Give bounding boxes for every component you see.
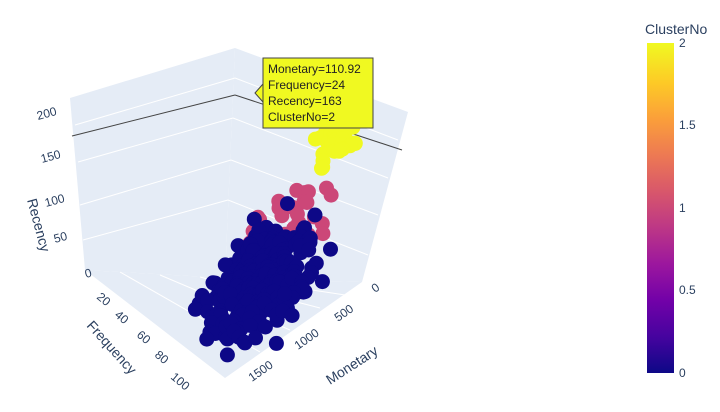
cluster-1-point[interactable] [315,226,331,242]
z-tick-100: 100 [43,191,66,210]
tooltip-clusterno: ClusterNo=2 [268,110,335,124]
colorbar-tick-0: 0 [679,366,686,380]
colorbar: ClusterNo 2 1.5 1 0.5 0 [645,21,707,380]
y-tick-80: 80 [152,348,171,368]
cluster-1-point[interactable] [289,182,305,198]
cluster-0-point[interactable] [323,241,338,257]
y-tick-20: 20 [94,290,113,310]
z-tick-50: 50 [52,229,69,246]
cluster-2-point[interactable] [331,143,347,159]
x-tick-500: 500 [332,301,357,324]
x-tick-1000: 1000 [292,325,322,352]
cluster-0-point[interactable] [257,319,273,335]
cluster-1-point[interactable] [289,206,305,222]
z-tick-200: 200 [35,104,58,123]
cluster-0-point[interactable] [314,274,330,290]
cluster-0-point[interactable] [268,335,284,351]
cluster-0-point[interactable] [277,286,293,302]
pane-left [70,48,235,278]
z-tick-150: 150 [39,147,62,166]
cluster-0-point[interactable] [217,257,233,273]
tooltip-recency: Recency=163 [268,94,342,108]
cluster-0-point[interactable] [200,293,216,308]
x-tick-1500: 1500 [246,357,276,384]
cluster-0-point[interactable] [219,347,235,363]
cluster-2-point[interactable] [314,160,329,176]
cluster-0-point[interactable] [199,331,215,347]
colorbar-tick-1-5: 1.5 [679,118,696,132]
x-tick-0: 0 [369,280,383,295]
cluster-0-point[interactable] [301,242,317,258]
z-tick-0: 0 [83,266,93,281]
z-axis-ticks: 200 150 100 50 0 [35,104,93,281]
y-axis-title: Frequency [84,317,140,377]
cluster-1-point[interactable] [299,195,315,210]
hover-tooltip: Monetary=110.92 Frequency=24 Recency=163… [254,57,374,129]
colorbar-tick-2: 2 [679,36,686,50]
colorbar-tick-0-5: 0.5 [679,283,696,297]
cluster-1-point[interactable] [323,187,339,203]
tooltip-monetary: Monetary=110.92 [268,62,361,76]
cluster-0-point[interactable] [248,330,263,346]
y-tick-100: 100 [168,370,193,394]
y-tick-40: 40 [112,308,131,328]
cluster-0-point[interactable] [280,196,295,212]
colorbar-title: ClusterNo [645,21,707,37]
cluster-0-point[interactable] [284,308,300,323]
colorbar-tick-1: 1 [679,201,686,215]
cluster-0-point[interactable] [187,301,203,317]
tooltip-box [262,57,374,129]
cluster-0-point[interactable] [307,207,323,223]
x-axis-title: Monetary [323,342,381,387]
colorbar-gradient [647,43,674,373]
y-tick-60: 60 [134,328,153,348]
cluster-1-point[interactable] [274,208,290,224]
cluster-0-point[interactable] [242,318,258,333]
tooltip-frequency: Frequency=24 [268,78,345,92]
